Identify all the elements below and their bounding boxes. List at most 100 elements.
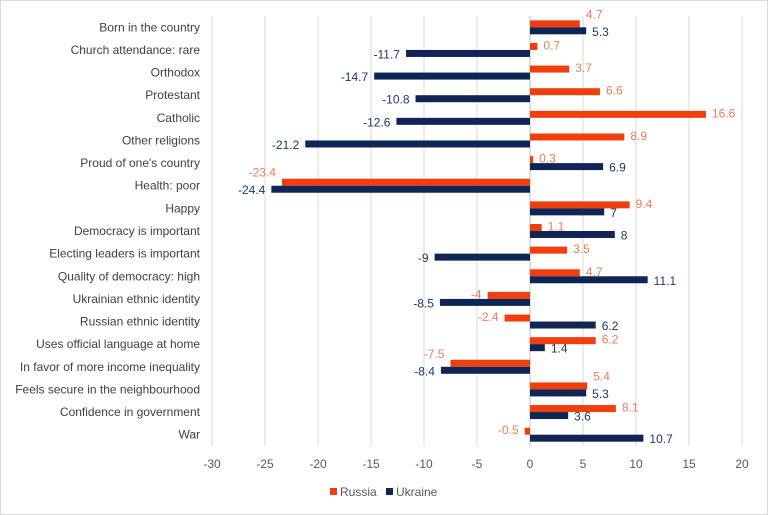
data-label-ukraine: 6.9 xyxy=(609,161,626,175)
x-tick-label: 5 xyxy=(580,457,587,471)
bar-ukraine xyxy=(305,140,530,148)
bar-ukraine xyxy=(374,72,530,80)
data-label-russia: 4.7 xyxy=(586,265,603,279)
bar-ukraine xyxy=(530,208,605,216)
bar-ukraine xyxy=(530,276,648,284)
data-label-russia: 4.7 xyxy=(586,7,603,21)
data-label-russia: 9.4 xyxy=(636,197,653,211)
data-label-ukraine: 11.1 xyxy=(654,274,677,288)
bar-russia xyxy=(524,427,530,435)
category-label: Health: poor xyxy=(135,179,200,193)
bar-russia xyxy=(530,110,706,118)
bar-russia xyxy=(530,201,630,209)
category-label: Happy xyxy=(165,201,200,215)
legend-label-ukraine: Ukraine xyxy=(396,485,438,499)
bar-ukraine xyxy=(440,366,530,374)
x-tick-label: -15 xyxy=(362,457,380,471)
x-tick-label: -10 xyxy=(415,457,433,471)
data-label-ukraine: 6.2 xyxy=(602,319,619,333)
category-label: Catholic xyxy=(157,111,200,125)
data-label-russia: 5.4 xyxy=(593,369,610,383)
bar-ukraine xyxy=(530,231,615,238)
data-label-ukraine: -24.4 xyxy=(238,183,266,197)
category-label: Feels secure in the neighbourhood xyxy=(15,382,200,396)
x-tick-label: -5 xyxy=(472,457,483,471)
category-label: Ukrainian ethnic identity xyxy=(73,292,200,306)
x-tick-label: -25 xyxy=(256,457,274,471)
category-label: In favor of more income inequality xyxy=(20,360,200,374)
data-label-ukraine: 3.6 xyxy=(574,410,591,424)
data-label-ukraine: 1.4 xyxy=(551,342,568,356)
bar-russia xyxy=(530,42,538,50)
bar-russia xyxy=(530,405,616,413)
bar-russia xyxy=(530,156,534,164)
data-label-russia: -0.5 xyxy=(498,423,519,437)
data-label-ukraine: -11.7 xyxy=(374,47,401,61)
data-label-ukraine: 10.7 xyxy=(649,432,673,446)
x-tick-label: 20 xyxy=(735,457,749,471)
bar-russia xyxy=(281,178,530,186)
bar-russia xyxy=(450,359,530,367)
data-label-ukraine: -8.5 xyxy=(413,296,434,310)
bar-ukraine xyxy=(530,434,644,442)
data-label-russia: 16.6 xyxy=(712,106,736,120)
category-label: Uses official language at home xyxy=(36,337,200,351)
bar-ukraine xyxy=(530,389,587,397)
category-label: Russian ethnic identity xyxy=(80,315,200,329)
bar-russia xyxy=(530,65,570,73)
data-label-ukraine: -8.4 xyxy=(414,364,435,378)
category-label: Democracy is important xyxy=(74,224,201,238)
data-label-russia: -4 xyxy=(471,287,482,301)
category-label: Proud of one's country xyxy=(80,156,200,170)
data-label-ukraine: 5.3 xyxy=(592,25,609,39)
bar-russia xyxy=(530,133,625,141)
data-label-russia: 0.3 xyxy=(539,152,556,166)
data-label-ukraine: -21.2 xyxy=(272,138,300,152)
bar-russia xyxy=(530,224,542,231)
bar-ukraine xyxy=(530,321,596,329)
bar-ukraine xyxy=(415,95,530,103)
data-label-russia: 8.1 xyxy=(622,401,639,415)
category-label: Born in the country xyxy=(99,20,200,34)
bar-ukraine xyxy=(530,412,569,420)
legend-label-russia: Russia xyxy=(340,485,377,499)
data-label-russia: -2.4 xyxy=(478,310,499,324)
bar-ukraine xyxy=(405,49,530,57)
data-label-russia: -7.5 xyxy=(424,347,445,361)
bar-russia xyxy=(530,269,580,277)
category-label: Church attendance: rare xyxy=(71,43,201,57)
bar-ukraine xyxy=(396,117,530,125)
data-label-russia: 3.7 xyxy=(575,61,592,75)
bar-russia xyxy=(504,314,530,322)
bar-russia xyxy=(487,291,530,299)
data-label-russia: -23.4 xyxy=(249,166,277,180)
bar-russia xyxy=(530,382,588,390)
bar-ukraine xyxy=(439,298,530,306)
legend-swatch-ukraine xyxy=(386,488,393,495)
data-label-ukraine: -10.8 xyxy=(382,93,410,107)
data-label-ukraine: 5.3 xyxy=(592,387,609,401)
data-label-russia: 6.6 xyxy=(606,84,623,98)
data-label-ukraine: -12.6 xyxy=(363,115,391,129)
data-label-russia: 0.7 xyxy=(543,38,560,52)
data-label-russia: 6.2 xyxy=(602,333,619,347)
data-label-russia: 8.9 xyxy=(630,129,647,143)
category-label: Protestant xyxy=(145,88,200,102)
x-tick-label: -20 xyxy=(309,457,327,471)
bar-ukraine xyxy=(530,27,587,35)
data-label-russia: 1.1 xyxy=(548,220,565,234)
legend-swatch-russia xyxy=(330,488,337,495)
category-label: Other religions xyxy=(122,133,200,147)
category-label: Quality of democracy: high xyxy=(58,269,200,283)
data-label-russia: 3.5 xyxy=(573,242,590,256)
bar-russia xyxy=(530,246,568,254)
x-tick-label: 10 xyxy=(629,457,643,471)
x-tick-label: 15 xyxy=(682,457,696,471)
bar-russia xyxy=(530,337,596,345)
bar-russia xyxy=(530,20,580,28)
bar-ukraine xyxy=(271,185,530,193)
category-label: Orthodox xyxy=(151,66,200,80)
bar-ukraine xyxy=(530,163,604,171)
data-label-ukraine: -9 xyxy=(418,251,429,265)
